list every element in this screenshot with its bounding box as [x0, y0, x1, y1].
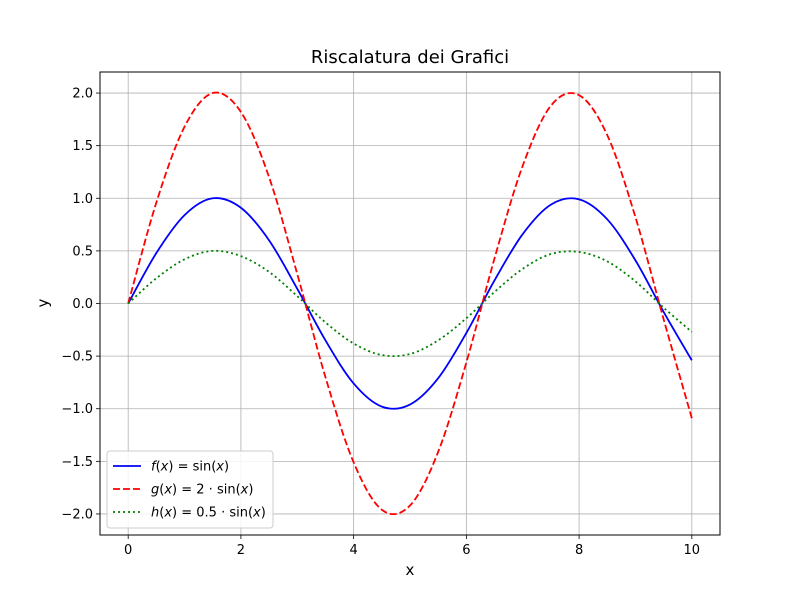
x-tick-label: 2 — [237, 543, 245, 558]
axis-ticks: 0 2 4 6 8 10 2.0 1.5 1.0 0.5 0.0 −0.5 −1.0 −1.5 −2.0 — [61, 87, 700, 558]
chart-title: Riscalatura dei Grafici — [311, 47, 509, 68]
legend: f(x) = sin(x) g(x) = 2 · sin(x) h(x) = 0.5… — [106, 450, 274, 529]
y-tick-label: −1.0 — [61, 402, 93, 417]
y-tick-label: 1.5 — [72, 139, 93, 154]
x-tick-label: 8 — [575, 543, 583, 558]
y-tick-label: 0.5 — [72, 244, 93, 259]
y-tick-label: 2.0 — [72, 87, 93, 102]
plot-series — [127, 91, 693, 516]
legend-box — [106, 450, 274, 529]
x-tick-label: 4 — [349, 543, 357, 558]
x-tick-label: 0 — [124, 543, 132, 558]
legend-label: h(x) = 0.5 · sin(x) — [151, 506, 266, 521]
x-axis-label: x — [406, 561, 415, 579]
y-tick-label: 1.0 — [72, 192, 93, 207]
grid — [100, 72, 720, 535]
legend-label: g(x) = 2 · sin(x) — [151, 483, 253, 498]
legend-label: f(x) = sin(x) — [151, 460, 229, 475]
y-axis-label: y — [34, 298, 52, 307]
series-line-2 — [127, 91, 693, 516]
y-tick-label: 0.0 — [72, 297, 93, 312]
series-line-3 — [127, 249, 693, 358]
y-tick-label: −2.0 — [61, 507, 93, 522]
x-tick-label: 6 — [462, 543, 470, 558]
x-tick-label: 10 — [684, 543, 701, 558]
series-line-1 — [127, 197, 693, 410]
y-tick-label: −1.5 — [61, 455, 93, 470]
y-tick-label: −0.5 — [61, 350, 93, 365]
